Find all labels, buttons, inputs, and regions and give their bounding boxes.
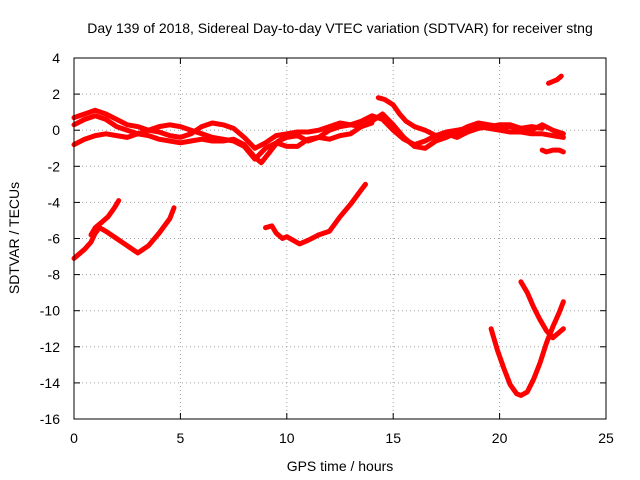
x-tick-label: 20	[492, 430, 508, 446]
y-tick-label: -14	[40, 375, 60, 391]
y-axis-label: SDTVAR / TECUs	[6, 182, 22, 294]
y-tick-label: -16	[40, 411, 60, 427]
y-tick-label: 0	[52, 122, 60, 138]
x-axis-label: GPS time / hours	[287, 458, 394, 474]
x-tick-label: 0	[70, 430, 78, 446]
series-line-track-k	[518, 279, 566, 341]
y-tick-label: -2	[48, 158, 61, 174]
x-tick-label: 10	[279, 430, 295, 446]
series-line-track-d	[375, 95, 566, 140]
series-layer	[71, 73, 566, 398]
y-tick-label: 2	[52, 86, 60, 102]
y-tick-label: -6	[48, 231, 61, 247]
x-tick-label: 15	[385, 430, 401, 446]
chart-title: Day 139 of 2018, Sidereal Day-to-day VTE…	[87, 20, 593, 36]
series-line-track-g	[71, 205, 177, 261]
y-tick-label: -10	[40, 303, 60, 319]
x-tick-label: 25	[598, 430, 614, 446]
series-line-track-h	[88, 198, 122, 238]
series-line-track-c	[71, 107, 375, 151]
series-line-track-f	[546, 73, 564, 86]
series-line-track-j	[488, 299, 566, 398]
x-tick-label: 5	[177, 430, 185, 446]
y-tick-label: -12	[40, 339, 60, 355]
y-tick-label: 4	[52, 50, 60, 66]
series-line-track-i	[263, 181, 368, 247]
y-tick-label: -8	[48, 267, 61, 283]
grid-layer	[74, 58, 606, 419]
y-tick-label: -4	[48, 194, 61, 210]
tick-layer: 0 5 10 15 20 25 -16 -14 -12 -10 -8 -6 -4 -2 0 2 4	[40, 50, 614, 446]
series-line-track-e	[539, 147, 566, 155]
